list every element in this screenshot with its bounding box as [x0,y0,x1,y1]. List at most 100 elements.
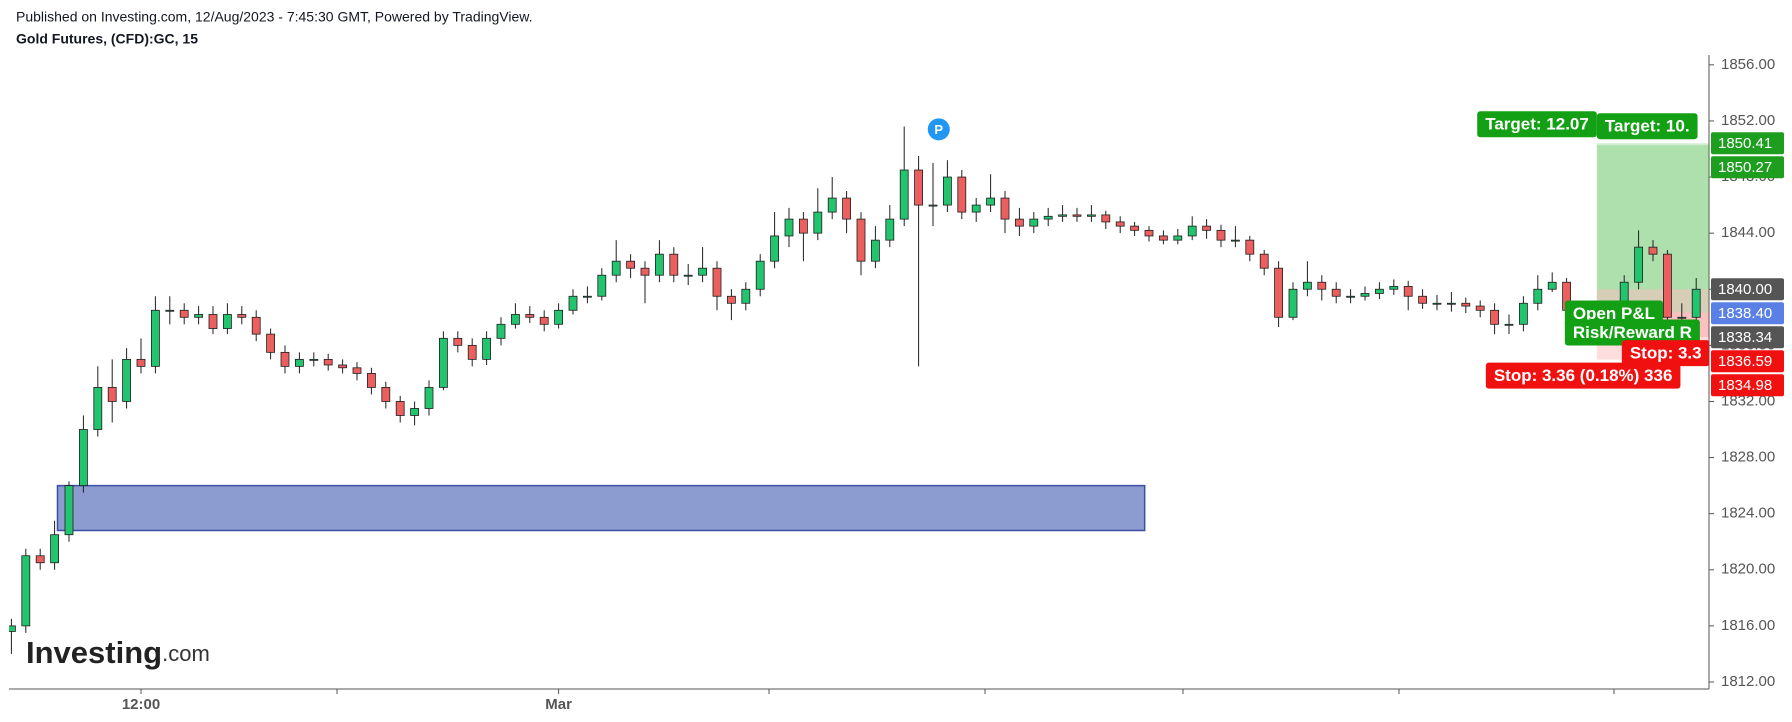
candle-body [1331,288,1341,297]
x-axis-ticks [336,689,1615,694]
candle-body [971,204,981,213]
candle-body [525,314,535,318]
y-tick-label: 1828.00 [1721,449,1775,466]
candle-body [899,169,909,220]
candle-body [294,358,304,367]
price-tag [1711,278,1784,301]
candle-body [597,274,607,297]
candle-body [1346,295,1355,298]
candle-body [1547,281,1557,290]
candle-body [1087,214,1096,217]
candle-body [827,197,837,213]
candle-body [410,408,420,416]
candle-body [1015,218,1024,227]
y-tick-label: 1820.00 [1721,561,1775,578]
candle-body [611,260,621,276]
candle-body [640,267,650,276]
candle-body [352,367,362,374]
candle-body [727,295,736,304]
candle-body [1490,309,1499,325]
y-tick-label: 1844.00 [1721,224,1775,241]
position-label: Risk/Reward R [1564,319,1700,346]
candle-body [842,197,851,220]
position-label: Stop: 3.36 (0.18%) 336 [1485,362,1681,389]
candle-body [222,314,232,329]
position-label: Target: 12.07 [1477,111,1597,138]
candle-body [1187,225,1197,237]
candle-body [1000,197,1010,220]
label-text: Target: 10. [1605,117,1690,136]
label-box [1477,111,1597,138]
candle-body [165,309,175,312]
label-text: Open P&L [1573,304,1655,323]
candle-body [1648,246,1658,255]
candle-body [1461,302,1471,307]
candle-body [1072,214,1082,217]
candle-body [799,218,808,234]
candle-body [1288,288,1298,318]
label-text: Stop: 3.36 (0.18%) 336 [1494,366,1673,385]
position-label: Target: 10. [1596,113,1698,140]
label-box [1621,340,1709,367]
candle-body [755,260,765,290]
logo: Investing.com [26,635,210,670]
candle-body [1375,288,1384,294]
profit-zone [1596,143,1709,313]
candle-body [914,169,923,206]
candle-body [813,211,823,234]
candle-body [496,323,506,339]
candle-body [1115,221,1125,227]
candle-body [179,309,189,318]
candle-body [1663,253,1672,318]
candle-body [626,260,635,269]
candle-body [1475,305,1485,311]
candle-body [583,295,592,298]
price-tag [1711,374,1784,397]
marker [927,118,950,141]
price-tag [1711,156,1784,179]
candle-body [1231,239,1240,242]
candle-body [395,401,405,416]
candle-body [928,204,938,207]
candle-body [1303,281,1312,290]
candle-body [366,373,376,388]
candle-body [1159,235,1168,241]
y-tick-label: 1812.00 [1721,673,1775,690]
candle-body [957,176,967,213]
price-tag-label: 1838.34 [1718,329,1772,346]
candle-body [1259,253,1269,269]
price-tag-label: 1836.59 [1718,353,1772,370]
logo-brand: Investing [26,635,162,670]
candle-body [1403,286,1413,297]
candle-body [784,218,794,237]
candle-body [194,314,204,318]
candle-body [1173,235,1183,241]
candle-body [856,218,866,262]
candle-body [323,358,333,366]
candle-body [1029,218,1039,227]
candle-body [251,316,261,335]
candle-body [237,314,247,318]
candle-body [280,351,290,367]
candle-body [35,555,45,564]
label-text: Target: 12.07 [1485,115,1589,134]
candle-body [107,387,117,402]
candle-body [309,358,319,361]
price-tag [1711,302,1784,325]
candle-body [698,267,707,276]
candle-body [655,253,664,276]
y-tick-label: 1852.00 [1721,112,1775,129]
label-text: Stop: 3.3 [1630,344,1702,363]
candle-body [1274,267,1283,318]
candle-body [770,235,779,262]
candle-body [1504,323,1514,326]
candle-body [338,364,348,369]
candle-body [1447,302,1456,305]
candle-body [1101,214,1111,223]
chart-title: Gold Futures, (CFD):GC, 15 [16,31,198,47]
logo-text: Investing.com [26,635,210,670]
logo-suffix: .com [162,641,210,666]
candle-body [424,387,434,409]
candle-body [1691,288,1701,318]
